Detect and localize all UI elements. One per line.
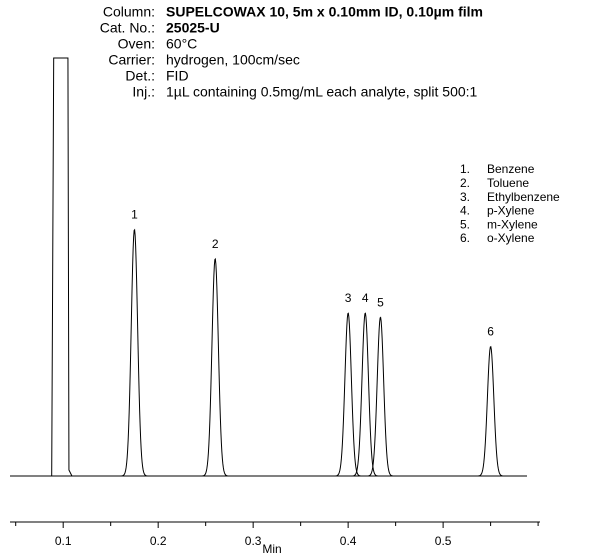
legend-number: 6. xyxy=(460,231,470,245)
header-value: 60°C xyxy=(166,36,197,52)
legend-number: 3. xyxy=(460,190,470,204)
solvent-peak xyxy=(51,57,73,477)
peak-label: 6 xyxy=(487,325,494,339)
x-tick-label: 0.4 xyxy=(340,534,357,548)
header-label: Inj.: xyxy=(132,84,155,100)
peak-label: 5 xyxy=(377,295,384,309)
legend-name: o-Xylene xyxy=(487,231,535,245)
peak-label: 3 xyxy=(345,291,352,305)
legend-number: 1. xyxy=(460,162,470,176)
peak xyxy=(477,345,504,477)
header-value: hydrogen, 100cm/sec xyxy=(166,52,300,68)
header-value: 25025-U xyxy=(166,20,220,36)
x-tick-label: 0.5 xyxy=(435,534,452,548)
peak xyxy=(202,257,228,477)
header-label: Det.: xyxy=(125,68,155,84)
legend-name: p-Xylene xyxy=(487,204,535,218)
legend-number: 4. xyxy=(460,204,470,218)
peak-label: 4 xyxy=(362,291,369,305)
header-value: SUPELCOWAX 10, 5m x 0.10mm ID, 0.10µm fi… xyxy=(166,4,483,20)
x-tick-label: 0.1 xyxy=(55,534,72,548)
header-label: Column: xyxy=(103,4,155,20)
header-value: 1µL containing 0.5mg/mL each analyte, sp… xyxy=(166,84,478,100)
peak xyxy=(367,316,394,477)
legend-name: Toluene xyxy=(487,176,529,190)
legend-number: 5. xyxy=(460,217,470,231)
header-label: Carrier: xyxy=(108,52,155,68)
header-label: Oven: xyxy=(118,36,155,52)
x-tick-label: 0.2 xyxy=(150,534,167,548)
peak-label: 2 xyxy=(212,237,219,251)
header-label: Cat. No.: xyxy=(100,20,155,36)
peak xyxy=(121,228,148,477)
legend-number: 2. xyxy=(460,176,470,190)
peak xyxy=(335,312,361,477)
legend-name: m-Xylene xyxy=(487,217,538,231)
legend-name: Benzene xyxy=(487,162,535,176)
legend-name: Ethylbenzene xyxy=(487,190,560,204)
x-tick-label: 0.3 xyxy=(245,534,262,548)
peak-label: 1 xyxy=(131,208,138,222)
header-value: FID xyxy=(166,68,189,84)
x-axis-label: Min xyxy=(262,542,281,556)
peak xyxy=(352,312,378,477)
